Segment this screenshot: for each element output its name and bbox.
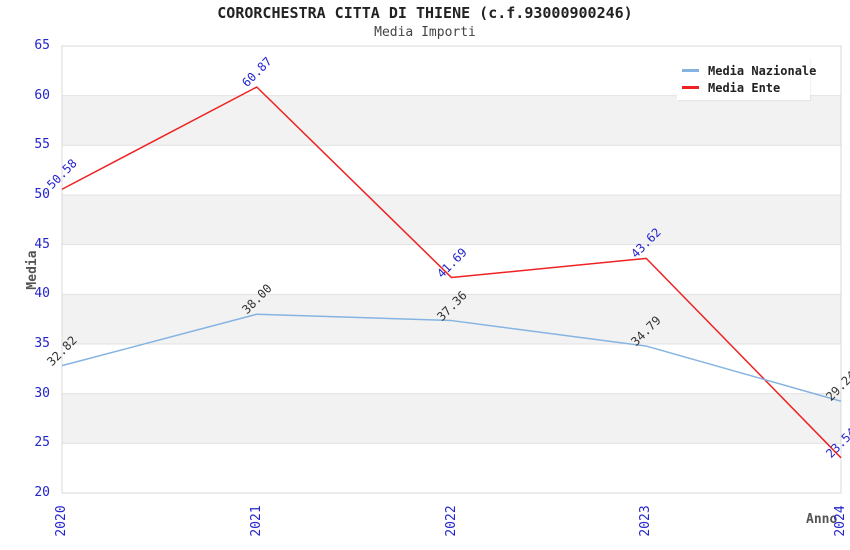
grid-band	[62, 195, 841, 245]
y-tick-label: 40	[34, 286, 50, 302]
legend: Media Nazionale Media Ente	[677, 57, 816, 100]
legend-line-swatch-icon	[682, 86, 699, 89]
y-tick-label: 50	[34, 187, 50, 202]
legend-item-media-nazionale: Media Nazionale	[682, 62, 816, 79]
legend-item-media-ente: Media Ente	[682, 79, 810, 96]
legend-label: Media Ente	[708, 80, 781, 95]
legend-line-swatch-icon	[682, 69, 699, 72]
x-tick-label: 2021	[248, 505, 264, 537]
plot-border	[61, 45, 842, 494]
x-tick-label: 2022	[443, 505, 459, 537]
series-line-media-nazionale	[61, 313, 842, 402]
chart-title: CORORCHESTRA CITTA DI THIENE (c.f.930009…	[217, 4, 633, 22]
y-tick-label: 35	[34, 336, 50, 351]
legend-label: Media Nazionale	[708, 63, 817, 78]
x-tick-label: 2023	[638, 505, 654, 537]
y-tick-label: 60	[34, 87, 50, 103]
y-tick-label: 30	[34, 385, 50, 401]
y-tick-label: 65	[34, 38, 50, 53]
x-tick-label: 2024	[833, 505, 848, 537]
x-tick-label: 2020	[54, 505, 69, 537]
series-line-media-ente	[61, 86, 842, 459]
y-tick-label: 25	[34, 435, 50, 451]
grid-band	[62, 393, 841, 444]
grid-band	[62, 294, 841, 344]
y-tick-label: 20	[34, 485, 50, 500]
x-axis-title: Anno	[806, 512, 838, 527]
y-tick-label: 45	[34, 236, 50, 252]
y-tick-label: 55	[34, 137, 50, 153]
chart-subtitle: Media Importi	[374, 25, 476, 40]
grid-band	[62, 95, 841, 146]
